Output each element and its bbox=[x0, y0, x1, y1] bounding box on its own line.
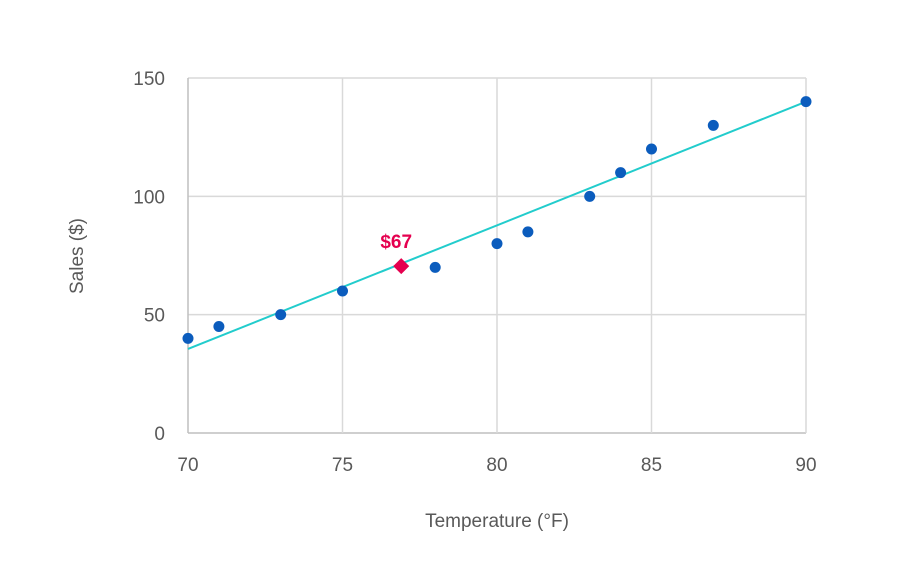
data-points bbox=[182, 96, 812, 344]
data-point bbox=[182, 332, 194, 344]
y-tick-label: 0 bbox=[154, 424, 165, 445]
highlight-diamond bbox=[393, 258, 410, 275]
y-tick-label: 50 bbox=[144, 306, 165, 327]
x-tick-label: 75 bbox=[332, 455, 353, 476]
y-tick-label: 100 bbox=[133, 187, 165, 208]
x-tick-label: 85 bbox=[641, 455, 662, 476]
x-axis-ticks: 70 75 80 85 90 bbox=[177, 455, 816, 476]
data-point bbox=[275, 309, 287, 321]
data-point bbox=[615, 167, 627, 179]
data-point bbox=[522, 226, 534, 238]
y-axis-label: Sales ($) bbox=[67, 218, 88, 294]
highlight-label: $67 bbox=[380, 232, 412, 253]
data-point bbox=[491, 238, 503, 250]
data-point bbox=[800, 96, 812, 108]
data-point bbox=[707, 119, 719, 131]
data-point bbox=[646, 143, 657, 155]
data-point bbox=[213, 321, 225, 332]
x-tick-label: 70 bbox=[177, 455, 198, 476]
data-point bbox=[584, 190, 596, 202]
y-axis-ticks: 0 50 100 150 bbox=[133, 69, 165, 445]
x-axis-label: Temperature (°F) bbox=[425, 511, 569, 532]
data-point bbox=[429, 261, 441, 273]
data-point bbox=[337, 285, 348, 297]
trendline bbox=[187, 100, 807, 350]
y-tick-label: 150 bbox=[133, 69, 165, 90]
x-tick-label: 80 bbox=[486, 455, 507, 476]
grid bbox=[187, 77, 807, 434]
x-tick-label: 90 bbox=[795, 455, 816, 476]
